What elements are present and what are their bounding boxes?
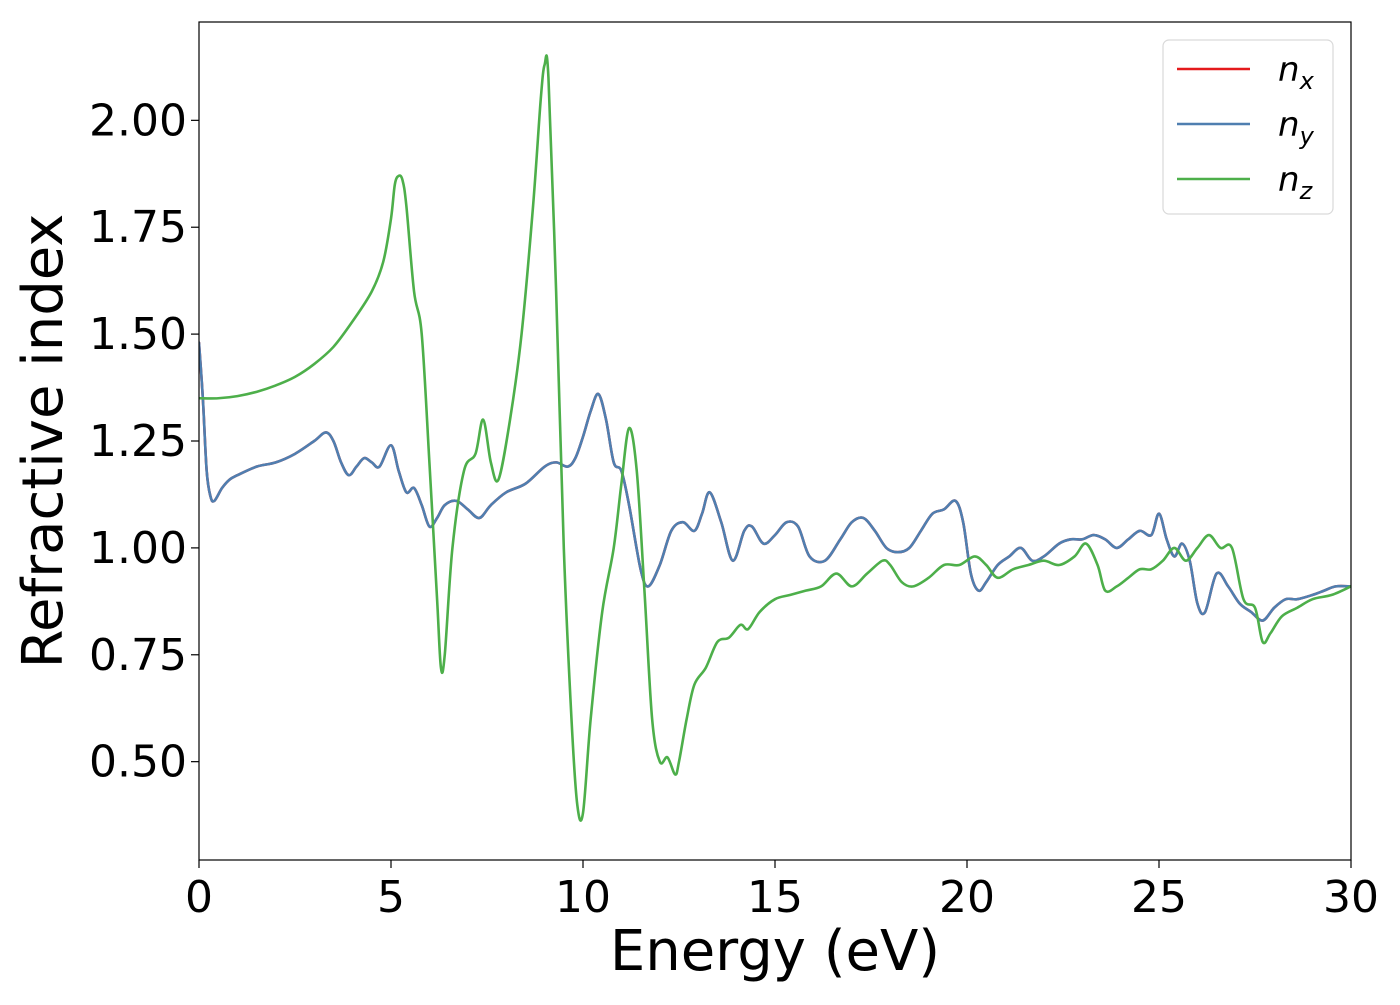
x-tick-label: 25 xyxy=(1131,872,1187,923)
series-line-x xyxy=(199,341,1351,622)
y-tick-label: 1.75 xyxy=(89,202,187,253)
y-tick-label: 2.00 xyxy=(89,95,187,146)
legend-box xyxy=(1162,39,1334,215)
x-tick-label: 30 xyxy=(1323,872,1379,923)
x-tick-label: 5 xyxy=(377,872,405,923)
y-tick-label: 1.50 xyxy=(89,309,187,360)
y-tick-label: 0.50 xyxy=(89,737,187,788)
x-axis-label: Energy (eV) xyxy=(610,919,940,984)
x-tick-label: 20 xyxy=(939,872,995,923)
legend: nx ny nz xyxy=(1162,39,1334,215)
series-line-y xyxy=(199,341,1351,622)
y-axis-label: Refractive index xyxy=(11,214,76,669)
legend-label-y: ny xyxy=(1278,105,1315,150)
y-tick-label: 1.25 xyxy=(89,416,187,467)
legend-label-x: nx xyxy=(1278,50,1315,95)
legend-label-z: nz xyxy=(1278,160,1314,205)
y-axis-ticks: 0.50 0.75 1.00 1.25 1.50 1.75 2.00 xyxy=(89,95,199,788)
x-tick-label: 10 xyxy=(555,872,611,923)
y-tick-label: 1.00 xyxy=(89,523,187,574)
x-axis-ticks: 0 5 10 15 20 25 30 xyxy=(185,860,1379,923)
x-tick-label: 0 xyxy=(185,872,213,923)
y-tick-label: 0.75 xyxy=(89,630,187,681)
series-line-z xyxy=(199,54,1351,822)
series-layer xyxy=(199,54,1351,822)
x-tick-label: 15 xyxy=(747,872,803,923)
